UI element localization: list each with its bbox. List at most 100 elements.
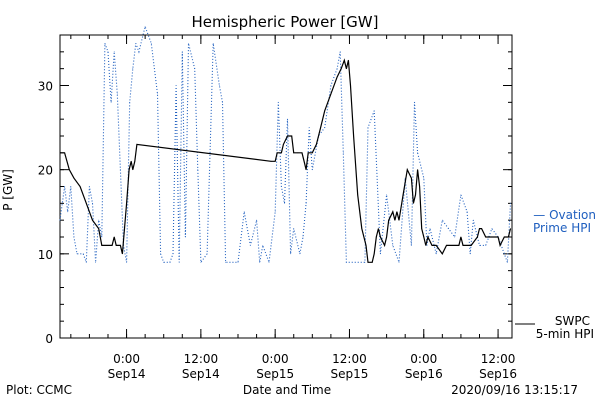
data-point [219, 85, 220, 86]
data-point [188, 43, 189, 44]
x-tick-label-time: 12:00 [184, 352, 219, 366]
data-point [417, 152, 418, 154]
data-point [132, 68, 134, 70]
data-point [126, 261, 127, 263]
data-point [307, 152, 309, 154]
series-ovation-prime-hpi [59, 24, 512, 264]
data-point [79, 186, 81, 187]
data-point [281, 186, 282, 187]
data-point [98, 228, 100, 230]
data-point [427, 236, 429, 238]
data-point [64, 152, 65, 154]
data-point [398, 219, 400, 221]
data-point [421, 228, 423, 230]
data-point [110, 101, 112, 103]
data-point [122, 253, 123, 255]
legend-ovation-line2: Prime HPI [533, 221, 591, 235]
data-point [446, 245, 447, 246]
data-point [380, 236, 381, 238]
data-point [281, 152, 282, 154]
data-point [441, 253, 443, 255]
data-point [350, 85, 351, 86]
data-point [485, 236, 487, 238]
data-point [392, 245, 394, 246]
data-point [499, 245, 501, 246]
data-point [365, 245, 367, 246]
y-tick-label: 30 [38, 80, 53, 94]
data-point [392, 211, 394, 213]
data-point [299, 253, 301, 255]
data-point [510, 202, 511, 204]
data-point [361, 228, 363, 230]
data-point [130, 160, 132, 162]
data-point [276, 152, 278, 154]
data-point [157, 93, 158, 95]
data-point [181, 51, 183, 53]
data-point [489, 236, 491, 238]
y-tick-label: 0 [45, 332, 53, 346]
data-point [98, 219, 100, 221]
legend-swpc-line1: SWPC [555, 314, 590, 328]
data-point [386, 194, 387, 196]
x-tick-label-time: 0:00 [113, 352, 140, 366]
data-point [472, 219, 474, 221]
data-point [330, 85, 332, 86]
data-point [243, 211, 245, 213]
data-point [172, 253, 174, 255]
data-point [113, 236, 115, 238]
footer-timestamp: 2020/09/16 13:15:17 [451, 383, 578, 397]
x-tick-label-time: 0:00 [262, 352, 289, 366]
data-point [144, 26, 146, 27]
data-point [462, 245, 464, 246]
data-point [64, 186, 65, 187]
data-point [429, 228, 431, 230]
x-tick-label-date: Sep14 [108, 367, 146, 381]
data-point [311, 152, 313, 154]
data-point [73, 177, 75, 179]
data-point [469, 253, 471, 255]
data-point [89, 186, 90, 187]
data-point [402, 194, 404, 196]
data-point [225, 261, 227, 263]
data-point [303, 160, 305, 162]
data-point [95, 261, 96, 263]
data-point [411, 245, 412, 246]
data-point [503, 236, 505, 238]
data-point [414, 101, 415, 103]
data-point [107, 51, 109, 53]
data-point [82, 253, 84, 255]
data-point [115, 245, 117, 246]
data-point [305, 169, 307, 171]
data-point [340, 68, 342, 70]
data-point [460, 236, 462, 238]
data-point [425, 245, 427, 246]
data-point [330, 93, 332, 95]
data-point [380, 253, 381, 255]
data-point [76, 253, 78, 255]
data-point [237, 261, 239, 263]
y-tick-label: 20 [38, 164, 53, 178]
data-point [477, 236, 478, 238]
data-point [508, 236, 509, 238]
data-point [441, 219, 443, 221]
data-point [378, 228, 379, 230]
data-point [268, 261, 270, 263]
data-point [336, 68, 338, 70]
data-point [316, 144, 317, 145]
data-point [293, 152, 295, 154]
data-point [481, 228, 482, 230]
plot-area: 0:00Sep1412:00Sep140:00Sep1512:00Sep150:… [38, 34, 517, 381]
footer-credit: Plot: CCMC [6, 383, 72, 397]
data-point [85, 202, 87, 204]
data-point [415, 194, 416, 196]
data-point [479, 228, 480, 230]
x-tick-label-date: Sep16 [479, 367, 517, 381]
data-point [324, 110, 326, 112]
data-point [426, 245, 428, 246]
data-point [384, 245, 385, 246]
data-point [290, 253, 291, 255]
data-point [373, 253, 375, 255]
data-point [348, 59, 349, 61]
series-line [59, 24, 512, 264]
